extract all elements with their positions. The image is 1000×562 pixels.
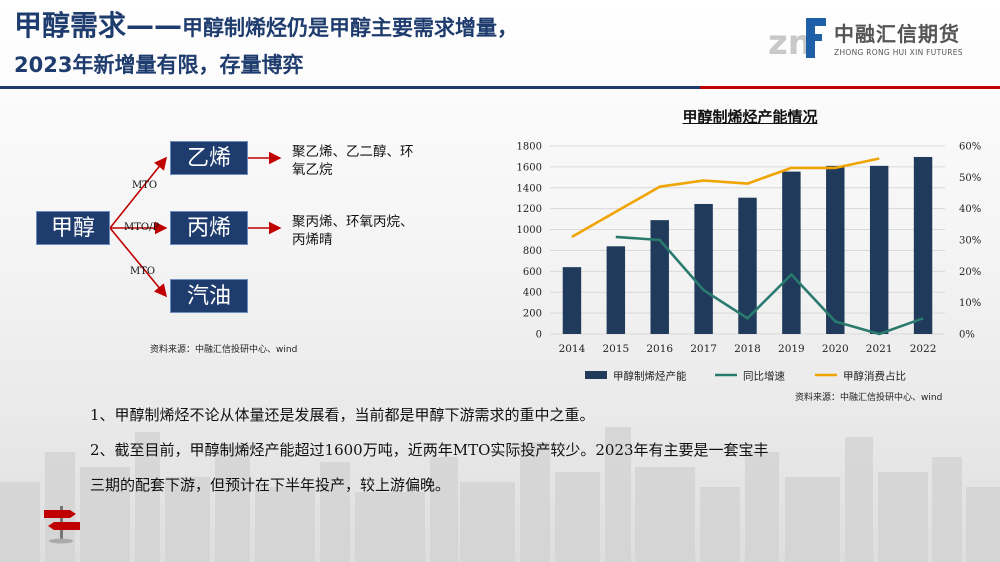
y2-tick-label: 20% xyxy=(959,267,981,278)
legend-label: 甲醇消费占比 xyxy=(843,370,906,383)
flow-source-note: 资料来源：中融汇信投研中心、wind xyxy=(150,345,298,355)
x-tick-label: 2018 xyxy=(734,343,761,355)
y-tick-label: 1000 xyxy=(517,225,542,236)
paragraph-3: 三期的配套下游，但预计在下半年投产，较上游偏晚。 xyxy=(90,476,451,494)
node-ethylene: 乙烯 xyxy=(170,141,248,175)
line-consumption-share xyxy=(571,157,880,239)
y2-tick-label: 10% xyxy=(959,298,981,309)
products-propylene-line1: 聚丙烯、环氧丙烷、 xyxy=(292,214,414,230)
node-methanol: 甲醇 xyxy=(36,211,110,245)
paragraph-2: 2、截至目前，甲醇制烯烃产能超过1600万吨，近两年MTO实际投产较少。2023… xyxy=(90,441,769,459)
x-tick-label: 2014 xyxy=(559,343,586,355)
y2-tick-label: 30% xyxy=(959,236,981,247)
y-tick-label: 1200 xyxy=(517,204,542,215)
y-tick-label: 200 xyxy=(523,309,542,320)
x-tick-label: 2020 xyxy=(822,343,849,355)
bar-capacity xyxy=(562,267,582,334)
products-propylene-line2: 丙烯晴 xyxy=(292,232,333,248)
x-tick-label: 2021 xyxy=(866,343,893,355)
city-skyline-background xyxy=(0,427,1000,562)
y-tick-label: 1800 xyxy=(517,142,542,153)
bar-capacity xyxy=(782,171,801,334)
header-divider xyxy=(0,86,700,89)
bar-capacity xyxy=(869,165,889,334)
bar-capacity xyxy=(606,246,626,334)
y-tick-label: 400 xyxy=(523,288,542,299)
y2-tick-label: 40% xyxy=(959,204,981,215)
flow-arrows xyxy=(109,151,282,298)
y2-tick-label: 60% xyxy=(959,142,981,153)
y2-tick-label: 50% xyxy=(959,173,981,184)
bar-capacity xyxy=(650,220,669,334)
y-tick-label: 800 xyxy=(523,246,542,257)
page-title-main: 甲醇需求—— xyxy=(14,9,183,42)
y-tick-label: 1400 xyxy=(517,183,542,194)
products-ethylene: 聚乙烯、乙二醇、环 氧乙烷 xyxy=(292,143,414,179)
products-ethylene-line2: 氧乙烷 xyxy=(292,162,333,178)
logo-name-cn: 中融汇信期货 xyxy=(834,22,960,46)
line-yoy-growth xyxy=(615,235,924,336)
x-tick-label: 2017 xyxy=(690,343,717,355)
edge-label-mtop: MTO/P xyxy=(124,222,160,233)
svg-text:zn: zn xyxy=(768,23,812,62)
page-subtitle: 2023年新增量有限，存量博弈 xyxy=(14,53,304,77)
x-tick-label: 2016 xyxy=(646,343,673,355)
x-tick-label: 2019 xyxy=(778,343,805,355)
logo-mark-icon: zn xyxy=(768,18,826,62)
y-tick-label: 0 xyxy=(536,330,542,341)
edge-label-mto: MTO xyxy=(132,180,158,191)
logo-name-en: ZHONG RONG HUI XIN FUTURES xyxy=(834,48,963,57)
capacity-chart: 0 200 400 600 800 1000 1200 1400 1600 1800 0% 10% 20… xyxy=(517,142,982,383)
y-tick-label: 600 xyxy=(523,267,542,278)
y-tick-label: 1600 xyxy=(517,162,542,173)
bar-capacity xyxy=(694,203,713,334)
legend-label: 甲醇制烯烃产能 xyxy=(613,370,687,383)
chart-title: 甲醇制烯烃产能情况 xyxy=(682,108,818,126)
products-propylene: 聚丙烯、环氧丙烷、 丙烯晴 xyxy=(292,213,414,249)
paragraph-1: 1、甲醇制烯烃不论从体量还是发展看，当前都是甲醇下游需求的重中之重。 xyxy=(90,406,595,424)
chart-source-note: 资料来源：中融汇信投研中心、wind xyxy=(795,393,943,403)
bar-capacity xyxy=(913,156,933,334)
arrow-to-gasoline xyxy=(109,227,168,298)
y2-tick-label: 0% xyxy=(959,330,975,341)
legend-label: 同比增速 xyxy=(743,370,785,383)
page-title-rest: 甲醇制烯烃仍是甲醇主要需求增量， xyxy=(182,16,519,40)
bar-capacity xyxy=(826,165,845,334)
header-divider-accent xyxy=(700,86,1000,89)
page-title: 甲醇需求——甲醇制烯烃仍是甲醇主要需求增量， xyxy=(14,8,518,44)
bar-capacity xyxy=(738,197,757,334)
arrow-to-ethylene xyxy=(109,156,167,229)
x-tick-label: 2022 xyxy=(910,343,937,355)
products-ethylene-line1: 聚乙烯、乙二醇、环 xyxy=(292,144,414,160)
node-gasoline: 汽油 xyxy=(170,279,248,313)
company-logo: zn 中融汇信期货 ZHONG RONG HUI XIN FUTURES xyxy=(768,12,988,64)
edge-label-mto-gasoline: MTO xyxy=(130,266,156,277)
node-propylene: 丙烯 xyxy=(170,211,248,245)
legend-swatch-capacity xyxy=(585,371,607,379)
signpost-icon xyxy=(44,506,80,544)
x-tick-label: 2015 xyxy=(602,343,629,355)
